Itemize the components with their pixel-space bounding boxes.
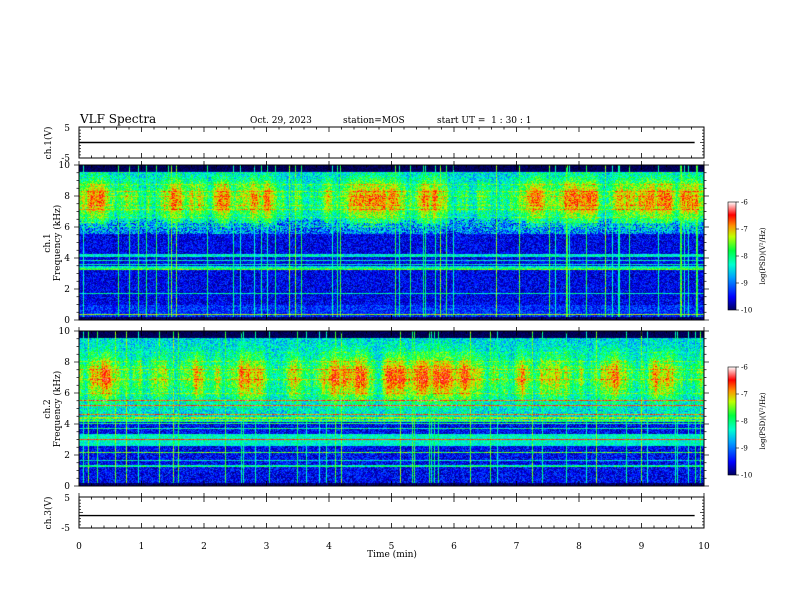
freq-tick-label: 2 xyxy=(64,285,70,295)
colorbar-tick-label: -10 xyxy=(741,307,752,315)
ch2-spectrogram-panel: 0 2 4 6 8 10 Frequency (kHz) ch.2 -6 -7 -8 -9 -10… xyxy=(43,327,767,492)
ch1-waveform-ylabel: ch.1(V) xyxy=(43,127,54,160)
colorbar-tick-label: -8 xyxy=(741,418,748,426)
ch1-ytick-top: 5 xyxy=(64,124,70,134)
x-tick-label: 10 xyxy=(698,542,710,552)
colorbar-tick-label: -6 xyxy=(741,364,748,372)
freq-tick-label: 8 xyxy=(64,358,70,368)
colorbar-tick-label: -7 xyxy=(741,226,748,234)
ch2-colorbar-label: log(PSD)(V²/Hz) xyxy=(759,392,767,449)
colorbar-tick-label: -9 xyxy=(741,280,748,288)
colorbar-tick-label: -7 xyxy=(741,391,748,399)
x-tick-label: 6 xyxy=(451,542,457,552)
ch2-spectrogram-ylabel: Frequency (kHz) xyxy=(52,371,63,448)
x-tick-label: 4 xyxy=(326,542,332,552)
x-tick-label: 5 xyxy=(389,542,395,552)
x-tick-label: 0 xyxy=(76,542,82,552)
freq-tick-label: 10 xyxy=(59,327,71,337)
freq-tick-label: 6 xyxy=(64,223,70,233)
freq-tick-label: 0 xyxy=(64,316,70,326)
ch1-colorbar xyxy=(727,201,737,311)
station-label: station=MOS xyxy=(343,116,405,126)
x-axis-label: Time (min) xyxy=(367,549,417,560)
freq-tick-label: 8 xyxy=(64,192,70,202)
ch2-spectrogram-channel: ch.2 xyxy=(43,399,53,418)
start-time-label: start UT = 1 : 30 : 1 xyxy=(437,116,532,126)
x-tick-label: 7 xyxy=(514,542,520,552)
ch1-spectrogram-ylabel: Frequency (kHz) xyxy=(52,205,63,282)
x-tick-label: 9 xyxy=(639,542,645,552)
date-label: Oct. 29, 2023 xyxy=(250,116,312,126)
x-tick-label: 1 xyxy=(139,542,145,552)
freq-tick-label: 4 xyxy=(64,254,70,264)
freq-tick-label: 6 xyxy=(64,389,70,399)
ch1-spectrogram-image xyxy=(79,165,704,320)
ch1-spectrogram-panel: 0 2 4 6 8 10 Frequency (kHz) ch.1 -6 -7 -8 -9 -10… xyxy=(43,161,767,326)
ch1-waveform-panel: 5 -5 ch.1(V) xyxy=(43,124,705,164)
freq-tick-label: 2 xyxy=(64,451,70,461)
freq-tick-label: 10 xyxy=(59,161,71,171)
colorbar-tick-label: -10 xyxy=(741,472,752,480)
freq-tick-label: 0 xyxy=(64,482,70,492)
ch2-spectrogram-image xyxy=(79,331,704,486)
colorbar-tick-label: -8 xyxy=(741,253,748,261)
ch1-colorbar-label: log(PSD)(V²/Hz) xyxy=(759,227,767,284)
ch1-ytick-bottom: -5 xyxy=(61,154,70,164)
ch3-ytick-bottom: -5 xyxy=(61,524,70,534)
ch3-waveform-panel: 5 -5 ch.3(V) xyxy=(43,493,705,534)
x-tick-label: 8 xyxy=(576,542,582,552)
colorbar-tick-label: -6 xyxy=(741,199,748,207)
colorbar-tick-label: -9 xyxy=(741,445,748,453)
ch3-waveform-ylabel: ch.3(V) xyxy=(43,497,54,530)
freq-tick-label: 4 xyxy=(64,420,70,430)
ch1-spectrogram-channel: ch.1 xyxy=(43,233,53,252)
ch2-colorbar xyxy=(727,366,737,476)
x-axis-tick-labels: 0 1 2 3 4 5 6 7 8 9 10 xyxy=(76,542,710,552)
x-tick-label: 3 xyxy=(264,542,270,552)
ch3-ytick-top: 5 xyxy=(64,494,70,504)
figure-title: VLF Spectra xyxy=(79,112,156,126)
x-tick-label: 2 xyxy=(201,542,207,552)
